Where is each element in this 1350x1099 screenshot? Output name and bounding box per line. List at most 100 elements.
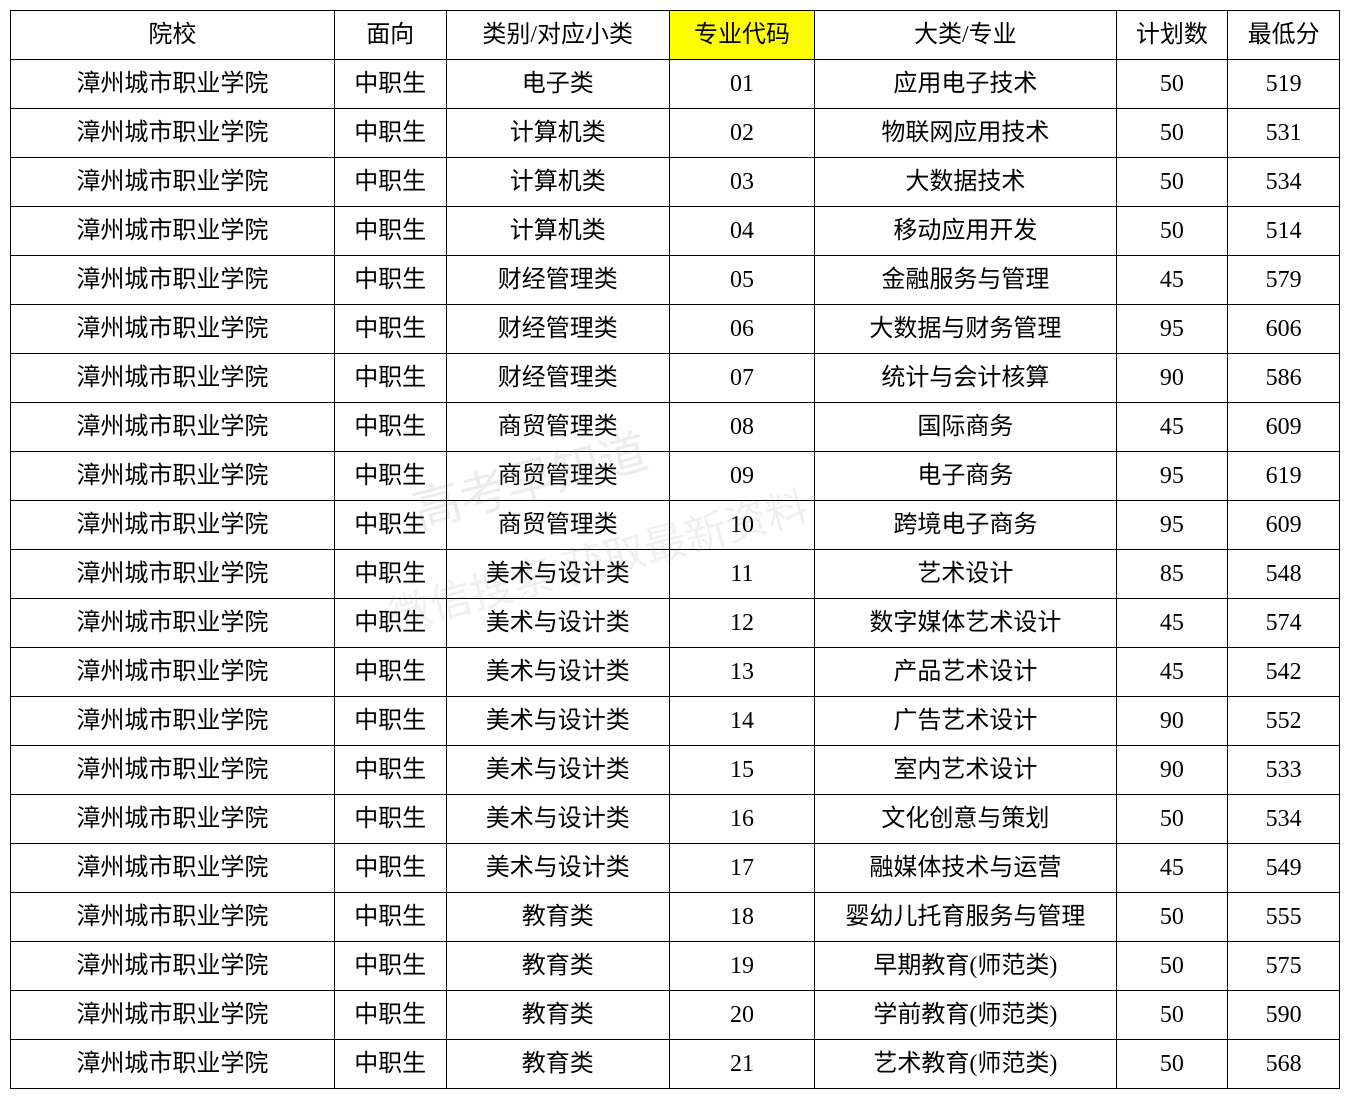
table-row: 漳州城市职业学院中职生教育类19早期教育(师范类)50575 [11,942,1340,991]
table-cell: 619 [1228,452,1340,501]
table-cell: 85 [1116,550,1228,599]
table-cell: 609 [1228,501,1340,550]
table-row: 漳州城市职业学院中职生美术与设计类13产品艺术设计45542 [11,648,1340,697]
table-cell: 漳州城市职业学院 [11,795,335,844]
header-score: 最低分 [1228,11,1340,60]
table-cell: 漳州城市职业学院 [11,1040,335,1089]
table-cell: 漳州城市职业学院 [11,452,335,501]
table-cell: 漳州城市职业学院 [11,893,335,942]
table-cell: 06 [669,305,814,354]
table-container: 高考早知道 微信搜索 获取最新资料 院校 面向 类别/对应小类 专业代码 大类/… [10,10,1340,1089]
table-cell: 学前教育(师范类) [815,991,1117,1040]
header-category: 类别/对应小类 [446,11,669,60]
table-cell: 广告艺术设计 [815,697,1117,746]
table-cell: 中职生 [334,795,446,844]
table-cell: 移动应用开发 [815,207,1117,256]
table-row: 漳州城市职业学院中职生电子类01应用电子技术50519 [11,60,1340,109]
table-cell: 应用电子技术 [815,60,1117,109]
table-cell: 电子类 [446,60,669,109]
table-cell: 中职生 [334,452,446,501]
table-cell: 590 [1228,991,1340,1040]
table-row: 漳州城市职业学院中职生美术与设计类14广告艺术设计90552 [11,697,1340,746]
table-cell: 50 [1116,109,1228,158]
table-cell: 548 [1228,550,1340,599]
table-row: 漳州城市职业学院中职生财经管理类07统计与会计核算90586 [11,354,1340,403]
table-cell: 美术与设计类 [446,697,669,746]
header-row: 院校 面向 类别/对应小类 专业代码 大类/专业 计划数 最低分 [11,11,1340,60]
table-cell: 教育类 [446,1040,669,1089]
table-cell: 50 [1116,991,1228,1040]
table-row: 漳州城市职业学院中职生财经管理类06大数据与财务管理95606 [11,305,1340,354]
table-cell: 商贸管理类 [446,452,669,501]
table-cell: 物联网应用技术 [815,109,1117,158]
table-cell: 95 [1116,501,1228,550]
table-cell: 美术与设计类 [446,550,669,599]
table-cell: 19 [669,942,814,991]
table-cell: 教育类 [446,942,669,991]
table-cell: 11 [669,550,814,599]
table-cell: 90 [1116,354,1228,403]
table-cell: 漳州城市职业学院 [11,354,335,403]
table-cell: 美术与设计类 [446,746,669,795]
header-target: 面向 [334,11,446,60]
table-row: 漳州城市职业学院中职生财经管理类05金融服务与管理45579 [11,256,1340,305]
admission-table: 院校 面向 类别/对应小类 专业代码 大类/专业 计划数 最低分 漳州城市职业学… [10,10,1340,1089]
table-row: 漳州城市职业学院中职生教育类21艺术教育(师范类)50568 [11,1040,1340,1089]
table-cell: 45 [1116,599,1228,648]
table-cell: 漳州城市职业学院 [11,599,335,648]
table-cell: 融媒体技术与运营 [815,844,1117,893]
table-cell: 09 [669,452,814,501]
table-cell: 教育类 [446,991,669,1040]
table-cell: 17 [669,844,814,893]
table-cell: 50 [1116,942,1228,991]
table-cell: 中职生 [334,550,446,599]
table-cell: 漳州城市职业学院 [11,158,335,207]
table-cell: 10 [669,501,814,550]
table-cell: 中职生 [334,501,446,550]
table-cell: 45 [1116,648,1228,697]
table-cell: 中职生 [334,305,446,354]
table-row: 漳州城市职业学院中职生商贸管理类10跨境电子商务95609 [11,501,1340,550]
table-cell: 568 [1228,1040,1340,1089]
table-cell: 美术与设计类 [446,844,669,893]
table-cell: 漳州城市职业学院 [11,207,335,256]
table-cell: 漳州城市职业学院 [11,991,335,1040]
table-cell: 美术与设计类 [446,648,669,697]
table-cell: 20 [669,991,814,1040]
table-cell: 03 [669,158,814,207]
table-cell: 中职生 [334,109,446,158]
table-cell: 漳州城市职业学院 [11,648,335,697]
table-row: 漳州城市职业学院中职生计算机类03大数据技术50534 [11,158,1340,207]
table-cell: 财经管理类 [446,305,669,354]
table-row: 漳州城市职业学院中职生商贸管理类08国际商务45609 [11,403,1340,452]
table-cell: 漳州城市职业学院 [11,305,335,354]
table-cell: 中职生 [334,354,446,403]
table-cell: 计算机类 [446,207,669,256]
table-cell: 中职生 [334,746,446,795]
table-cell: 漳州城市职业学院 [11,501,335,550]
table-cell: 中职生 [334,599,446,648]
table-cell: 中职生 [334,991,446,1040]
table-cell: 数字媒体艺术设计 [815,599,1117,648]
table-cell: 606 [1228,305,1340,354]
table-cell: 534 [1228,158,1340,207]
table-cell: 45 [1116,844,1228,893]
table-cell: 统计与会计核算 [815,354,1117,403]
table-cell: 12 [669,599,814,648]
table-cell: 95 [1116,452,1228,501]
table-cell: 531 [1228,109,1340,158]
table-cell: 13 [669,648,814,697]
table-cell: 中职生 [334,1040,446,1089]
table-cell: 国际商务 [815,403,1117,452]
table-cell: 漳州城市职业学院 [11,697,335,746]
table-cell: 金融服务与管理 [815,256,1117,305]
table-cell: 579 [1228,256,1340,305]
table-row: 漳州城市职业学院中职生教育类18婴幼儿托育服务与管理50555 [11,893,1340,942]
table-body: 漳州城市职业学院中职生电子类01应用电子技术50519漳州城市职业学院中职生计算… [11,60,1340,1089]
table-cell: 05 [669,256,814,305]
table-row: 漳州城市职业学院中职生美术与设计类16文化创意与策划50534 [11,795,1340,844]
table-header: 院校 面向 类别/对应小类 专业代码 大类/专业 计划数 最低分 [11,11,1340,60]
table-cell: 漳州城市职业学院 [11,746,335,795]
table-cell: 90 [1116,746,1228,795]
table-cell: 555 [1228,893,1340,942]
